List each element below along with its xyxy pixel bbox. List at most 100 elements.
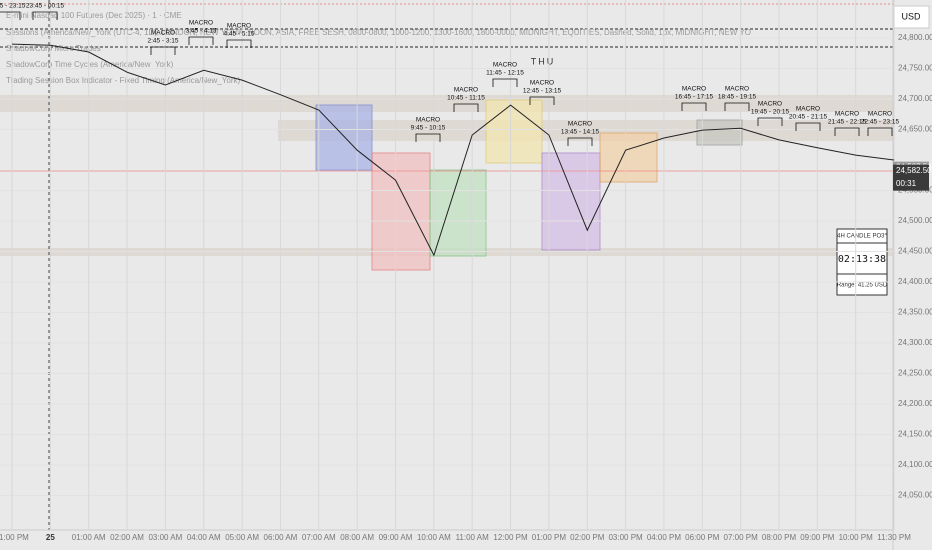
price-tag-label: 24,582.50	[896, 166, 932, 175]
macro-title: MACRO	[227, 23, 251, 30]
x-tick-label: 01:00 AM	[72, 533, 106, 542]
x-tick-label: 09:00 PM	[800, 533, 835, 542]
session-box	[315, 104, 373, 171]
x-tick-label: 11:00 PM	[0, 533, 29, 542]
macro-time: 21:45 - 22:15	[828, 119, 867, 126]
macro-time: 23:45 - 00:15	[26, 3, 65, 10]
macro-title: MACRO	[796, 106, 820, 113]
macro-time: 10:45 - 11:15	[447, 95, 485, 102]
x-tick-label: 04:00 PM	[647, 533, 682, 542]
session-box	[371, 152, 431, 271]
currency[interactable]: USD	[901, 11, 921, 21]
x-tick-label: 04:00 AM	[187, 533, 221, 542]
y-tick-label: 24,750.00	[898, 64, 932, 73]
macro-title: MACRO	[0, 0, 20, 2]
x-tick-label: 09:00 AM	[379, 533, 413, 542]
macro-title: MACRO	[416, 117, 440, 124]
x-tick-label: 06:00 AM	[264, 533, 298, 542]
candle-box-title: 4H CANDLE PO3°	[837, 234, 887, 240]
x-tick-label: 03:00 PM	[608, 533, 643, 542]
macro-time: 12:45 - 13:15	[523, 88, 562, 95]
macro-title: MACRO	[868, 111, 892, 118]
x-tick-label: 25	[46, 533, 55, 542]
session-box	[599, 132, 658, 183]
x-tick-label: 11:30 PM	[877, 533, 911, 542]
legend: E-mini Nasdaq 100 Futures (Dec 2025) · 1…	[6, 11, 751, 85]
x-tick-label: 10:00 PM	[839, 533, 874, 542]
macro-bracket	[226, 39, 252, 48]
macro-bracket	[415, 133, 441, 142]
macro-bracket	[867, 127, 893, 136]
candle-timer: 02:13:38	[838, 254, 886, 265]
macro-bracket	[795, 122, 821, 131]
y-tick-label: 24,300.00	[898, 338, 932, 347]
macro-time: 11:45 - 12:15	[486, 70, 524, 77]
x-tick-label: 01:00 PM	[532, 533, 567, 542]
candle-box	[836, 228, 888, 296]
macro-bracket	[681, 102, 707, 111]
macro-time: 2:45 - 3:15	[147, 38, 178, 45]
legend-title: E-mini Nasdaq 100 Futures (Dec 2025) · 1…	[6, 11, 182, 20]
session-box	[541, 152, 601, 251]
y-tick-label: 24,350.00	[898, 308, 932, 317]
macro-title: MACRO	[835, 111, 859, 118]
y-tick-label: 24,800.00	[898, 33, 932, 42]
legend-item: ShadowCorp Micro Trades	[6, 44, 101, 53]
legend-item: Sessions (America/New_York (UTC-4, 1D), …	[6, 28, 751, 37]
x-tick-label: 12:00 PM	[493, 533, 528, 542]
macro-time: 19:45 - 20:15	[751, 109, 790, 116]
macro-bracket	[834, 127, 860, 136]
macro-bracket	[757, 117, 783, 126]
macro-bracket	[188, 36, 214, 45]
y-tick-label: 24,700.00	[898, 94, 932, 103]
legend-item: ShadowCorp Time Cycles (America/New_York…	[6, 60, 174, 69]
macro-time: 3:45 - 4:15	[185, 28, 216, 35]
macro-time: 20:45 - 21:15	[789, 114, 828, 121]
y-tick-label: 24,400.00	[898, 277, 932, 286]
macro-title: MACRO	[530, 80, 554, 87]
x-tick-label: 07:00 AM	[302, 533, 336, 542]
y-tick-label: 24,200.00	[898, 399, 932, 408]
price-tag	[893, 164, 929, 191]
macro-title: MACRO	[682, 86, 706, 93]
macro-time: 4:45 - 5:15	[223, 31, 254, 38]
currency-button[interactable]	[892, 5, 930, 29]
macro-title: MACRO	[725, 86, 749, 93]
macro-bracket	[492, 78, 518, 87]
macro-bracket	[32, 11, 58, 20]
macro-time: 9:45 - 10:15	[411, 125, 446, 132]
legend-item: Trading Session Box Indicator - Fixed Ti…	[6, 76, 241, 85]
y-tick-label: 24,050.00	[898, 491, 932, 500]
x-tick-label: 08:00 PM	[762, 533, 797, 542]
x-tick-label: 08:00 AM	[340, 533, 374, 542]
macro-time: 18:45 - 19:15	[718, 94, 757, 101]
x-tick-label: 07:00 PM	[724, 533, 759, 542]
macro-time: 22:45 - 23:15	[861, 119, 900, 126]
macro-time: 2:45 - 23:15	[0, 3, 26, 10]
y-tick-label: 24,150.00	[898, 430, 932, 439]
macro-title: MACRO	[493, 62, 517, 69]
price-line	[11, 43, 895, 257]
macro-bracket	[724, 102, 750, 111]
macro-bracket	[567, 137, 593, 146]
macro-bracket	[0, 11, 21, 20]
macro-bracket	[453, 103, 479, 112]
macro-bracket	[150, 46, 176, 55]
macro-time: 16:45 - 17:15	[675, 94, 714, 101]
x-tick-label: 02:00 AM	[110, 533, 144, 542]
x-tick-label: 03:00 AM	[148, 533, 182, 542]
x-tick-label: 05:00 AM	[225, 533, 259, 542]
macro-title: MACRO	[454, 87, 478, 94]
macro-title: MACRO	[33, 0, 57, 2]
session-box	[429, 169, 487, 257]
y-tick-label: 24,100.00	[898, 460, 932, 469]
y-tick-label: 24,250.00	[898, 369, 932, 378]
candle-range: Range: 41.25 USD	[837, 283, 888, 289]
y-tick-label: 24,650.00	[898, 125, 932, 134]
x-tick-label: 06:00 PM	[685, 533, 720, 542]
macro-title: MACRO	[568, 121, 592, 128]
y-tick-label: 24,500.00	[898, 216, 932, 225]
x-tick-label: 11:00 AM	[456, 533, 490, 542]
